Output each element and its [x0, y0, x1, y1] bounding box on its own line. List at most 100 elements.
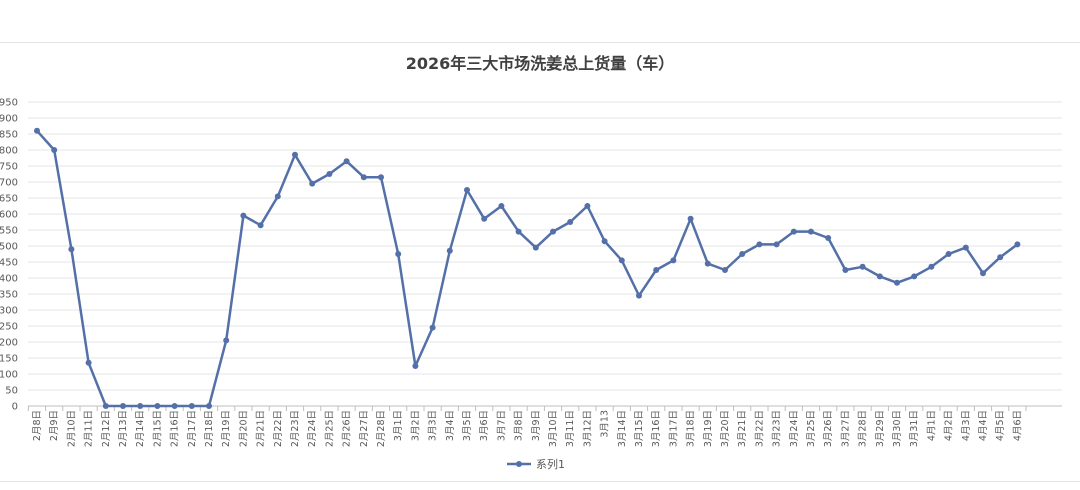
x-tick-label: 3月20日	[720, 410, 731, 447]
data-point	[584, 203, 591, 209]
data-point	[120, 403, 126, 409]
data-point	[550, 228, 556, 235]
y-tick-label: 100	[0, 370, 18, 381]
data-point	[429, 324, 436, 331]
x-tick-label: 2月10日	[66, 410, 77, 447]
data-point	[292, 151, 298, 158]
x-tick-label: 3月28日	[858, 410, 869, 447]
data-point	[412, 363, 419, 369]
data-point	[980, 270, 986, 277]
data-point	[670, 257, 677, 264]
x-tick-label: 3月5日	[462, 410, 473, 441]
x-tick-label: 3月4日	[445, 410, 456, 441]
y-tick-label: 350	[0, 290, 18, 301]
data-point	[859, 263, 866, 270]
x-tick-label: 3月12日	[582, 410, 593, 447]
x-tick-label: 2月11日	[84, 410, 95, 447]
x-tick-label: 2月9日	[49, 410, 60, 441]
y-axis: 0 50 100 150 200 250 300 350 400 450 500 550 600 650 7…	[0, 98, 18, 413]
chart-frame	[0, 42, 1080, 482]
y-tick-label: 900	[0, 114, 18, 125]
x-tick-label: 2月22日	[273, 410, 284, 447]
x-tick-label: 4月3日	[961, 410, 972, 441]
data-point	[567, 219, 574, 225]
y-tick-label: 950	[0, 98, 18, 109]
x-tick-label: 2月17日	[187, 410, 198, 447]
x-tick-label: 3月22日	[754, 410, 765, 447]
data-point	[257, 222, 264, 229]
data-point	[515, 228, 522, 235]
x-tick-label: 3月29日	[875, 410, 886, 447]
x-tick-label: 3月7日	[496, 410, 507, 441]
x-tick-label: 2月20日	[238, 410, 249, 447]
data-point	[154, 403, 161, 409]
x-tick-label: 3月6日	[479, 410, 490, 441]
y-tick-label: 550	[0, 226, 18, 237]
x-tick-label: 3月31日	[909, 410, 920, 447]
x-tick-label: 3月8日	[514, 410, 525, 441]
data-point	[894, 279, 900, 286]
x-tick-label: 3月24日	[789, 410, 800, 447]
x-tick-label: 4月4日	[978, 410, 989, 441]
data-point	[756, 241, 763, 248]
y-tick-label: 500	[0, 242, 18, 253]
y-tick-label: 600	[0, 210, 18, 221]
data-point	[842, 267, 849, 273]
x-tick-label: 3月17日	[668, 410, 679, 447]
data-point	[825, 235, 832, 241]
y-tick-label: 650	[0, 194, 18, 205]
x-tick-label: 2月13日	[118, 410, 129, 447]
data-point	[464, 187, 470, 193]
data-point	[653, 267, 660, 273]
x-tick-label: 3月2日	[410, 410, 421, 441]
y-tick-label: 850	[0, 130, 18, 141]
x-tick-label: 3月16日	[651, 410, 662, 447]
y-tick-label: 700	[0, 178, 18, 189]
x-tick-label: 3月9日	[531, 410, 542, 441]
data-point	[773, 241, 780, 248]
y-tick-label: 50	[5, 386, 18, 397]
data-point	[928, 263, 935, 270]
x-tick-label: 3月13	[600, 410, 611, 438]
data-point	[274, 193, 281, 200]
legend-label: 系列1	[536, 458, 565, 471]
data-point	[790, 228, 797, 235]
gridlines	[28, 101, 1062, 391]
data-point	[378, 174, 384, 181]
plot-area	[34, 127, 1021, 409]
y-tick-label: 200	[0, 338, 18, 349]
x-tick-label: 2月15日	[152, 410, 163, 447]
data-point	[206, 403, 212, 409]
x-tick-label: 2月24日	[307, 410, 318, 447]
data-point	[326, 171, 333, 177]
x-tick-label: 2月21日	[256, 410, 267, 447]
x-tick-label: 3月3日	[428, 410, 439, 441]
data-point	[343, 158, 350, 165]
x-tick-label: 4月6日	[1012, 410, 1023, 441]
data-point	[618, 257, 625, 264]
data-point	[223, 337, 230, 344]
data-point	[636, 292, 642, 299]
data-point	[51, 147, 58, 153]
x-tick-label: 4月5日	[995, 410, 1006, 441]
data-point	[240, 212, 247, 219]
data-point	[481, 215, 488, 222]
x-tick-label: 3月21日	[737, 410, 748, 447]
x-tick-label: 3月11日	[565, 410, 576, 447]
data-point	[704, 260, 711, 267]
data-point	[876, 273, 883, 280]
y-tick-label: 150	[0, 354, 18, 365]
y-tick-label: 450	[0, 258, 18, 269]
x-tick-label: 2月26日	[342, 410, 353, 447]
data-point	[962, 244, 969, 251]
data-point	[446, 247, 453, 254]
x-tick-label: 2月14日	[135, 410, 146, 447]
x-tick-label: 3月19日	[703, 410, 714, 447]
data-point	[102, 403, 109, 409]
x-tick-label: 2月25日	[324, 410, 335, 447]
x-tick-label: 2月23日	[290, 410, 301, 447]
data-point	[945, 251, 952, 257]
y-tick-label: 300	[0, 306, 18, 317]
y-tick-label: 750	[0, 162, 18, 173]
